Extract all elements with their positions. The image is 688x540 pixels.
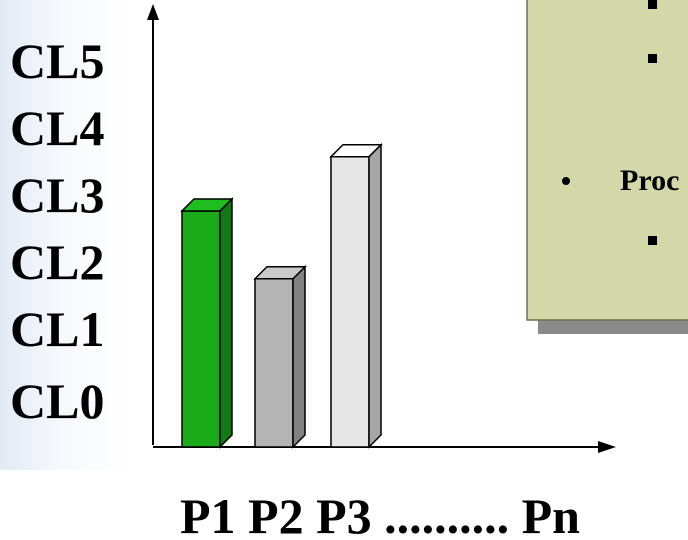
bar-front xyxy=(181,210,221,448)
bar-top xyxy=(329,143,383,158)
bar-p1 xyxy=(180,197,234,449)
bar-p2 xyxy=(253,264,307,449)
sub-bullet-icon xyxy=(648,0,657,9)
y-tick-label: CL1 xyxy=(10,301,104,357)
notes-panel: Proc xyxy=(526,0,688,334)
y-tick-label: CL0 xyxy=(10,373,104,429)
bar-side xyxy=(368,142,382,449)
bar-front xyxy=(254,277,294,448)
bar-side xyxy=(219,197,233,449)
y-tick-label: CL3 xyxy=(10,167,104,223)
sub-bullet-icon xyxy=(648,54,657,63)
notes-bullet-text: Proc xyxy=(620,164,679,197)
x-axis-arrowhead xyxy=(598,441,616,453)
y-tick-label: CL5 xyxy=(10,33,104,89)
axes xyxy=(147,4,616,453)
y-tick-label: CL2 xyxy=(10,234,104,290)
sub-bullet-icon xyxy=(648,236,657,245)
bullet-icon xyxy=(562,177,570,185)
bar-front xyxy=(330,155,370,448)
bar-side xyxy=(292,264,306,449)
notes-panel-box xyxy=(526,0,688,321)
bar-top xyxy=(180,198,234,212)
bars-group xyxy=(180,142,383,449)
bar-p3 xyxy=(329,142,383,449)
bar-top xyxy=(253,265,307,280)
x-axis-caption: P1 P2 P3 .......... Pn xyxy=(180,488,580,540)
y-axis-arrowhead xyxy=(147,4,159,20)
y-tick-label: CL4 xyxy=(10,100,104,156)
background-glow xyxy=(0,0,150,470)
y-axis-labels: CL5 CL4 CL3 CL2 CL1 CL0 xyxy=(10,33,104,429)
